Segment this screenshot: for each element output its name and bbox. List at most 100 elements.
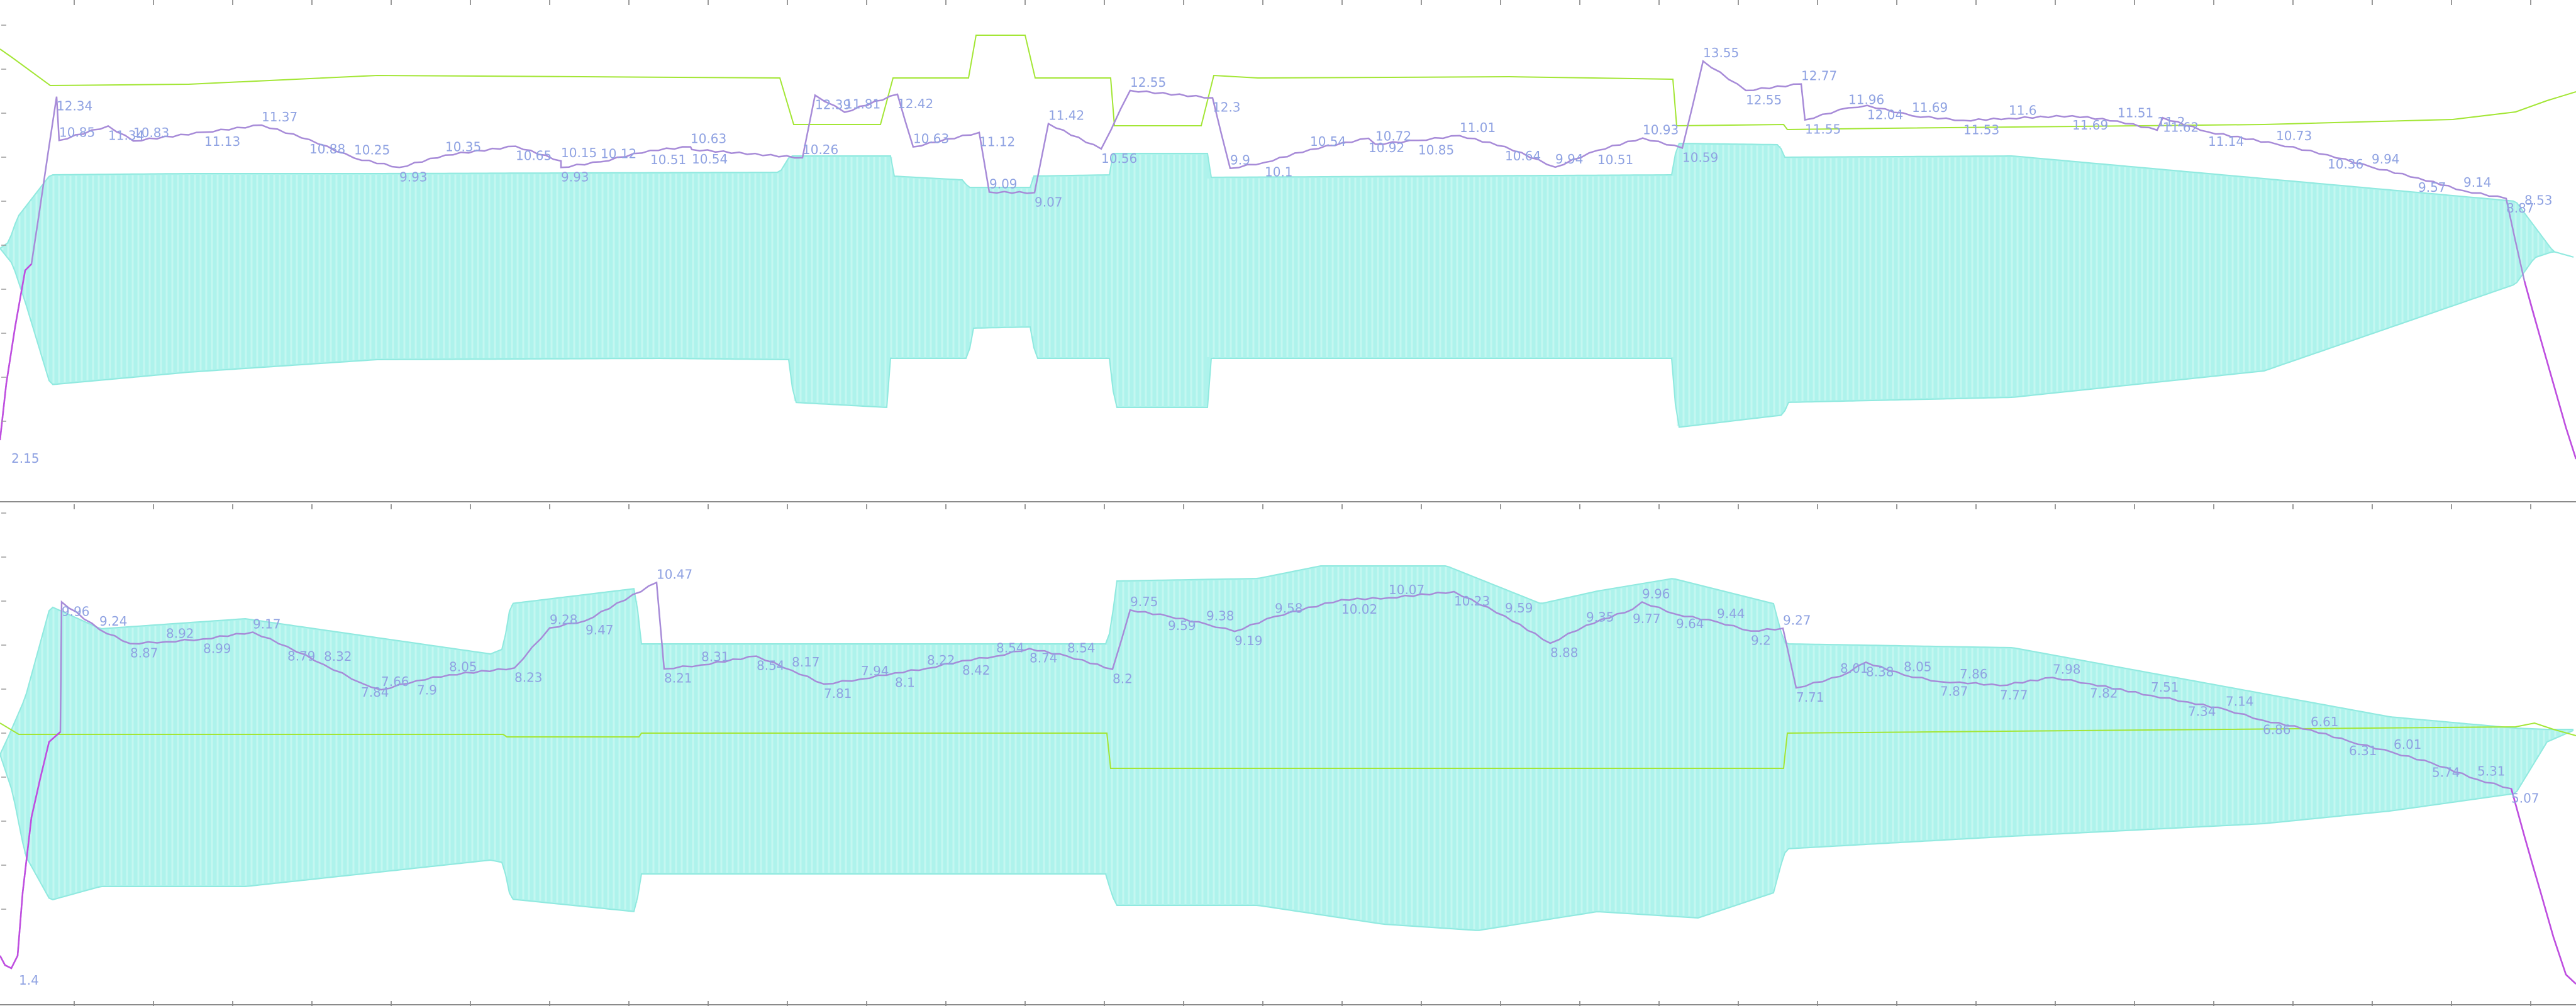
top-data-label: 11.69 [2072,118,2108,133]
bottom-data-label: 10.23 [1454,594,1490,609]
bottom-data-label: 5.07 [2511,790,2540,805]
bottom-data-label: 8.88 [1550,645,1579,660]
top-data-label: 12.04 [1867,108,1903,123]
top-data-label: 10.54 [692,152,728,167]
top-data-label: 11.13 [204,134,240,149]
bottom-data-label: 8.22 [927,653,955,668]
top-data-label: 9.09 [989,177,1018,192]
top-data-label: 11.81 [845,97,880,112]
bottom-data-label: 8.1 [895,675,915,690]
top-data-label: 10.72 [1375,128,1411,143]
top-data-label: 9.57 [2418,180,2446,195]
top-data-label: 10.56 [1101,151,1137,166]
bottom-green-trace [0,722,2576,769]
top-data-label: 9.94 [2372,152,2400,167]
top-data-label: 12.3 [1213,100,1241,115]
bottom-data-label: 9.47 [586,622,614,638]
top-data-label: 8.53 [2524,193,2553,208]
bottom-data-label: 9.64 [1676,616,1704,631]
top-data-label: 9.93 [399,169,428,184]
bottom-data-label: 6.31 [2349,743,2377,758]
bottom-data-label: 9.17 [253,616,281,631]
bottom-data-label: 9.96 [1642,586,1670,601]
top-data-label: 11.01 [1460,120,1496,135]
top-data-label: 11.53 [1963,123,1999,138]
top-data-label: 11.96 [1848,92,1884,108]
bottom-data-label: 7.51 [2151,680,2179,695]
bottom-data-label: 8.32 [324,649,352,664]
bottom-data-label: 8.92 [166,626,194,641]
top-data-label: 11.62 [2163,119,2199,135]
bottom-data-label: 8.79 [287,648,316,663]
bottom-data-label: 7.71 [1796,690,1824,705]
bottom-data-label: 8.54 [996,641,1024,656]
top-data-label: 10.63 [913,131,949,146]
top-series-line [0,60,2576,460]
top-data-label: 10.51 [1597,152,1633,167]
bottom-data-label: 9.75 [1130,594,1158,609]
top-green-trace [0,35,2576,131]
bottom-data-label: 9.35 [1586,610,1614,625]
top-data-label: 10.36 [2328,157,2363,172]
top-data-label: 9.9 [1230,153,1250,168]
top-data-label: 11.42 [1048,108,1084,123]
bottom-data-label: 9.2 [1751,633,1771,648]
bottom-data-label: 9.44 [1717,606,1745,621]
bottom-data-label: 7.87 [1940,683,1968,699]
top-envelope-texture [1,145,2551,426]
top-data-label: 10.15 [561,145,597,160]
top-data-label: 11.69 [1912,100,1948,115]
bottom-series-line [0,581,2576,985]
bottom-data-label: 8.21 [664,671,692,686]
bottom-data-label: 8.74 [1030,651,1058,666]
bottom-data-label: 9.77 [1633,611,1661,626]
top-data-label: 10.85 [59,124,95,140]
top-data-label: 10.92 [1368,140,1404,155]
top-data-label: 2.15 [11,451,40,466]
bottom-data-label: 7.86 [1960,666,1988,682]
bottom-data-label: 8.87 [130,646,158,661]
bottom-series-start-tail [0,731,61,970]
bottom-data-label: 9.38 [1206,609,1235,624]
top-data-label: 11.55 [1805,122,1841,137]
top-data-label: 10.59 [1682,150,1718,165]
top-data-label: 11.51 [2118,106,2153,121]
top-envelope-upper-edge [0,142,2574,258]
bottom-data-label: 10.07 [1389,582,1424,597]
top-data-label: 9.14 [2463,175,2492,190]
bottom-data-label: 8.99 [203,641,231,656]
bottom-data-label: 5.31 [2477,764,2506,779]
top-data-label: 10.64 [1505,148,1541,163]
top-data-label: 10.54 [1310,134,1346,149]
top-data-label: 12.34 [57,99,92,114]
bottom-data-label: 7.77 [2000,687,2028,702]
top-data-label: 11.12 [979,135,1015,150]
bottom-data-label: 6.01 [2394,737,2422,752]
bottom-data-label: 5.74 [2432,765,2460,780]
bottom-data-label: 9.58 [1275,601,1303,616]
bottom-data-label: 7.94 [861,663,889,678]
bottom-data-label: 9.19 [1235,633,1263,648]
bottom-data-label: 10.47 [657,567,692,582]
bottom-data-label: 7.98 [2053,662,2081,677]
top-data-label: 12.42 [897,96,933,111]
top-data-label: 10.88 [309,141,345,157]
top-data-label: 11.6 [2009,102,2037,118]
top-data-label: 10.51 [650,152,686,167]
bottom-data-label: 7.34 [2188,704,2216,719]
top-data-label: 10.25 [354,142,390,157]
top-data-label: 10.63 [691,131,726,146]
top-data-label: 10.85 [1418,142,1454,157]
bottom-envelope-lower-edge [0,729,2574,931]
bottom-data-label: 8.23 [514,670,543,685]
bottom-data-label: 8.17 [792,655,820,670]
top-data-label: 10.12 [601,146,636,161]
bottom-data-label: 8.2 [1113,671,1133,686]
bottom-envelope-upper-edge [0,565,2573,755]
top-data-label: 10.26 [802,142,838,157]
bottom-data-label: 9.27 [1783,612,1811,627]
top-series-start-tail [0,263,32,441]
top-data-label: 10.1 [1265,164,1293,179]
bottom-data-label: 7.66 [381,674,409,689]
